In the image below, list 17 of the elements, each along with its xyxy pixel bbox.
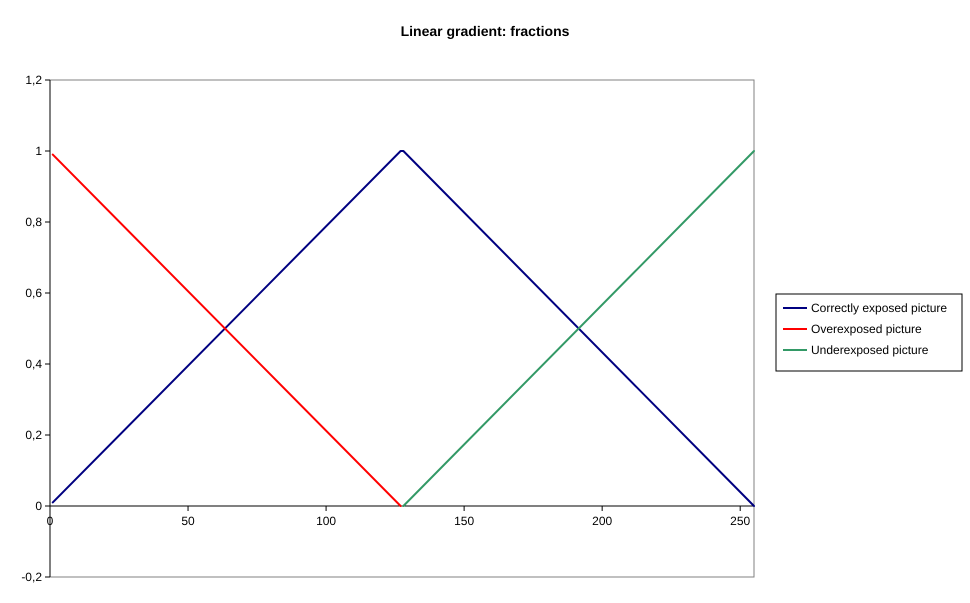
- y-tick-label: 0,4: [25, 357, 42, 371]
- x-tick-label: 100: [316, 514, 336, 528]
- y-tick-label: 0,6: [25, 286, 42, 300]
- y-tick-label: 0: [35, 499, 42, 513]
- legend-label: Underexposed picture: [811, 343, 929, 357]
- y-tick-label: 0,8: [25, 215, 42, 229]
- x-tick-label: 50: [181, 514, 196, 528]
- y-tick-label: -0,2: [21, 570, 42, 584]
- legend-label: Overexposed picture: [811, 322, 922, 336]
- y-tick-label: 0,2: [25, 428, 42, 442]
- y-tick-label: 1: [35, 144, 42, 158]
- x-tick-label: 250: [730, 514, 751, 528]
- x-tick-label: 200: [592, 514, 612, 528]
- legend-label: Correctly exposed picture: [811, 301, 948, 315]
- chart-title: Linear gradient: fractions: [400, 23, 570, 39]
- x-tick-label: 150: [454, 514, 474, 528]
- y-tick-label: 1,2: [25, 73, 42, 87]
